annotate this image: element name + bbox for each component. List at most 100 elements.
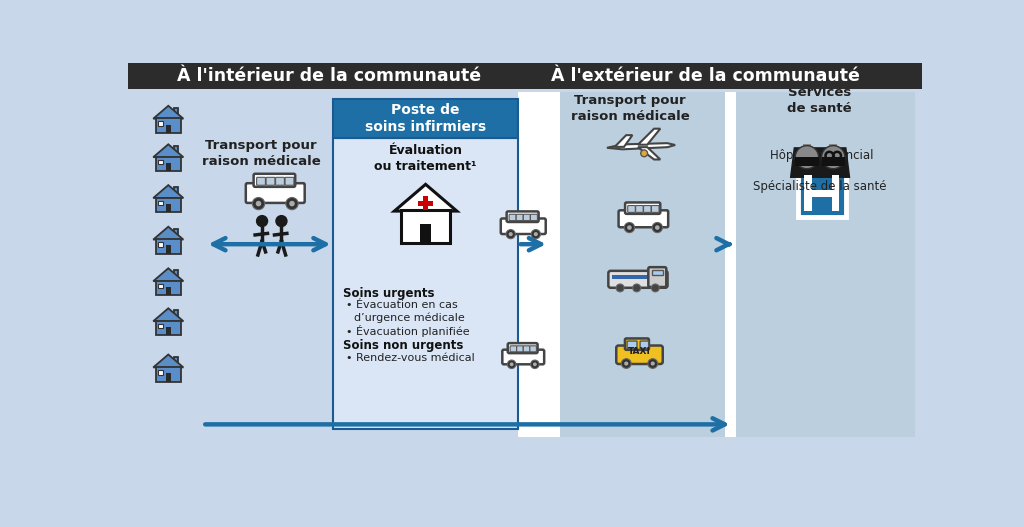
Bar: [174, 270, 178, 279]
Polygon shape: [154, 144, 183, 157]
Bar: [159, 284, 163, 288]
Bar: [174, 310, 178, 319]
Bar: [159, 324, 163, 328]
Bar: [652, 270, 663, 275]
FancyBboxPatch shape: [254, 174, 295, 187]
Text: Transport pour
raison médicale: Transport pour raison médicale: [202, 139, 321, 168]
Text: Transport pour
raison médicale: Transport pour raison médicale: [570, 94, 689, 123]
Bar: [159, 242, 163, 247]
Circle shape: [796, 145, 818, 169]
Polygon shape: [394, 184, 457, 211]
Polygon shape: [154, 355, 183, 367]
Bar: [174, 357, 178, 366]
Bar: [612, 275, 664, 279]
FancyBboxPatch shape: [628, 206, 635, 212]
Bar: [804, 175, 812, 211]
Text: Spécialiste de la santé: Spécialiste de la santé: [754, 180, 887, 192]
FancyBboxPatch shape: [334, 138, 518, 429]
Text: • Évacuation en cas: • Évacuation en cas: [346, 300, 458, 310]
Bar: [156, 239, 181, 253]
Bar: [829, 161, 838, 164]
FancyBboxPatch shape: [517, 346, 523, 352]
Polygon shape: [796, 157, 801, 162]
Circle shape: [648, 359, 657, 368]
FancyBboxPatch shape: [798, 170, 846, 217]
Bar: [166, 163, 171, 171]
Circle shape: [625, 222, 635, 232]
FancyBboxPatch shape: [651, 206, 659, 212]
FancyBboxPatch shape: [285, 177, 294, 185]
FancyBboxPatch shape: [334, 100, 518, 138]
Bar: [174, 108, 178, 117]
Circle shape: [655, 225, 659, 230]
Circle shape: [289, 201, 295, 207]
Polygon shape: [796, 157, 818, 167]
Bar: [156, 281, 181, 295]
Bar: [831, 160, 835, 169]
Text: À l'extérieur de la communauté: À l'extérieur de la communauté: [551, 67, 860, 85]
FancyBboxPatch shape: [257, 177, 265, 185]
FancyBboxPatch shape: [518, 92, 549, 437]
Bar: [829, 144, 838, 150]
Circle shape: [252, 198, 264, 210]
Circle shape: [256, 201, 261, 207]
Circle shape: [627, 225, 632, 230]
FancyBboxPatch shape: [246, 183, 305, 203]
Bar: [174, 147, 178, 155]
Text: Poste de
soins infirmiers: Poste de soins infirmiers: [365, 103, 486, 134]
Bar: [156, 157, 181, 171]
Polygon shape: [638, 129, 660, 145]
Bar: [166, 287, 171, 295]
FancyBboxPatch shape: [636, 206, 643, 212]
Polygon shape: [821, 157, 845, 167]
FancyBboxPatch shape: [266, 177, 274, 185]
Circle shape: [650, 362, 654, 366]
Polygon shape: [614, 135, 633, 147]
FancyBboxPatch shape: [503, 350, 544, 364]
FancyBboxPatch shape: [736, 92, 915, 437]
Bar: [419, 201, 433, 206]
Circle shape: [256, 215, 268, 227]
FancyBboxPatch shape: [625, 338, 649, 350]
Polygon shape: [154, 106, 183, 119]
Polygon shape: [638, 147, 660, 160]
Bar: [174, 187, 178, 197]
Circle shape: [531, 230, 541, 239]
Bar: [166, 246, 171, 253]
FancyBboxPatch shape: [640, 341, 648, 348]
Bar: [159, 121, 163, 126]
Text: Soins urgents: Soins urgents: [343, 287, 434, 299]
FancyBboxPatch shape: [648, 267, 667, 287]
Text: Hôpital provincial: Hôpital provincial: [770, 149, 873, 162]
Text: d’urgence médicale: d’urgence médicale: [353, 313, 464, 323]
Bar: [156, 118, 181, 133]
Circle shape: [652, 222, 663, 232]
FancyBboxPatch shape: [523, 214, 530, 221]
Bar: [401, 210, 450, 243]
Polygon shape: [790, 147, 824, 178]
FancyBboxPatch shape: [134, 92, 549, 437]
FancyBboxPatch shape: [549, 92, 560, 437]
FancyBboxPatch shape: [509, 214, 516, 221]
Circle shape: [616, 284, 624, 292]
Polygon shape: [821, 157, 827, 162]
Bar: [166, 327, 171, 335]
FancyBboxPatch shape: [625, 202, 660, 214]
FancyBboxPatch shape: [643, 206, 651, 212]
FancyBboxPatch shape: [608, 271, 668, 288]
Bar: [805, 160, 809, 169]
FancyBboxPatch shape: [560, 92, 725, 437]
Bar: [156, 321, 181, 335]
Circle shape: [532, 363, 537, 366]
Circle shape: [286, 198, 298, 210]
Circle shape: [651, 284, 659, 292]
Circle shape: [275, 215, 288, 227]
FancyBboxPatch shape: [616, 346, 663, 364]
Circle shape: [633, 284, 641, 292]
FancyBboxPatch shape: [530, 214, 538, 221]
Bar: [159, 370, 163, 375]
FancyBboxPatch shape: [725, 92, 736, 437]
Polygon shape: [154, 227, 183, 240]
Polygon shape: [154, 268, 183, 281]
Text: Soins non urgents: Soins non urgents: [343, 339, 463, 352]
